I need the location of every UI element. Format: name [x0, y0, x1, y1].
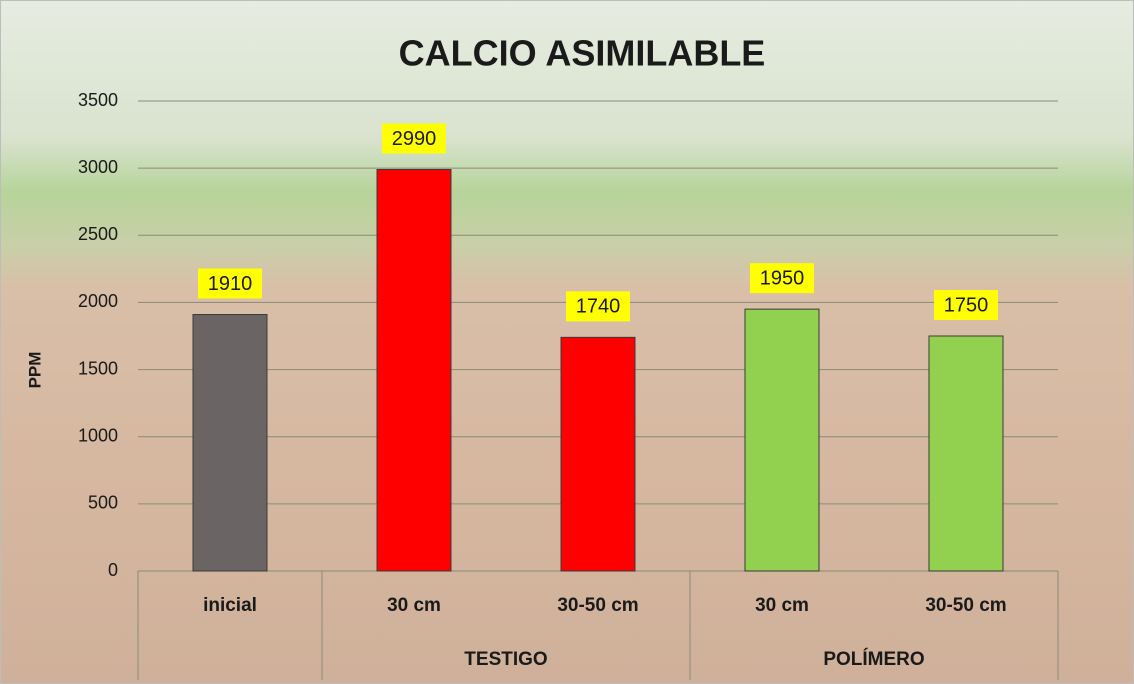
y-tick-label: 1500 — [78, 358, 118, 378]
y-tick-label: 3500 — [78, 90, 118, 110]
data-label: 1750 — [944, 294, 989, 316]
y-tick-label: 2000 — [78, 291, 118, 311]
data-label: 1950 — [760, 267, 805, 289]
data-label-box — [382, 123, 446, 154]
x-tick-label: 30 cm — [387, 595, 441, 616]
chart-title: CALCIO ASIMILABLE — [399, 33, 766, 74]
y-tick-label: 3000 — [78, 157, 118, 177]
data-label-box — [750, 263, 814, 294]
y-axis-label: PPM — [25, 352, 44, 389]
x-tick-label: inicial — [203, 595, 257, 616]
group-label: POLÍMERO — [823, 648, 924, 670]
y-tick-label: 0 — [108, 560, 118, 580]
x-tick-label: 30-50 cm — [925, 595, 1006, 616]
bar — [376, 168, 452, 572]
data-label-box — [566, 291, 630, 322]
bar — [928, 335, 1004, 572]
data-label: 1740 — [576, 296, 621, 318]
data-label: 2990 — [392, 128, 437, 150]
data-label: 1910 — [208, 273, 253, 295]
bar — [192, 314, 268, 572]
y-tick-label: 1000 — [78, 425, 118, 445]
bar — [560, 336, 636, 572]
y-tick-label: 500 — [88, 493, 118, 513]
x-tick-label: 30-50 cm — [557, 595, 638, 616]
data-label-box — [198, 268, 262, 299]
bar — [744, 308, 820, 572]
x-tick-label: 30 cm — [755, 595, 809, 616]
y-tick-label: 2500 — [78, 224, 118, 244]
group-label: TESTIGO — [464, 649, 547, 670]
data-label-box — [934, 290, 998, 320]
